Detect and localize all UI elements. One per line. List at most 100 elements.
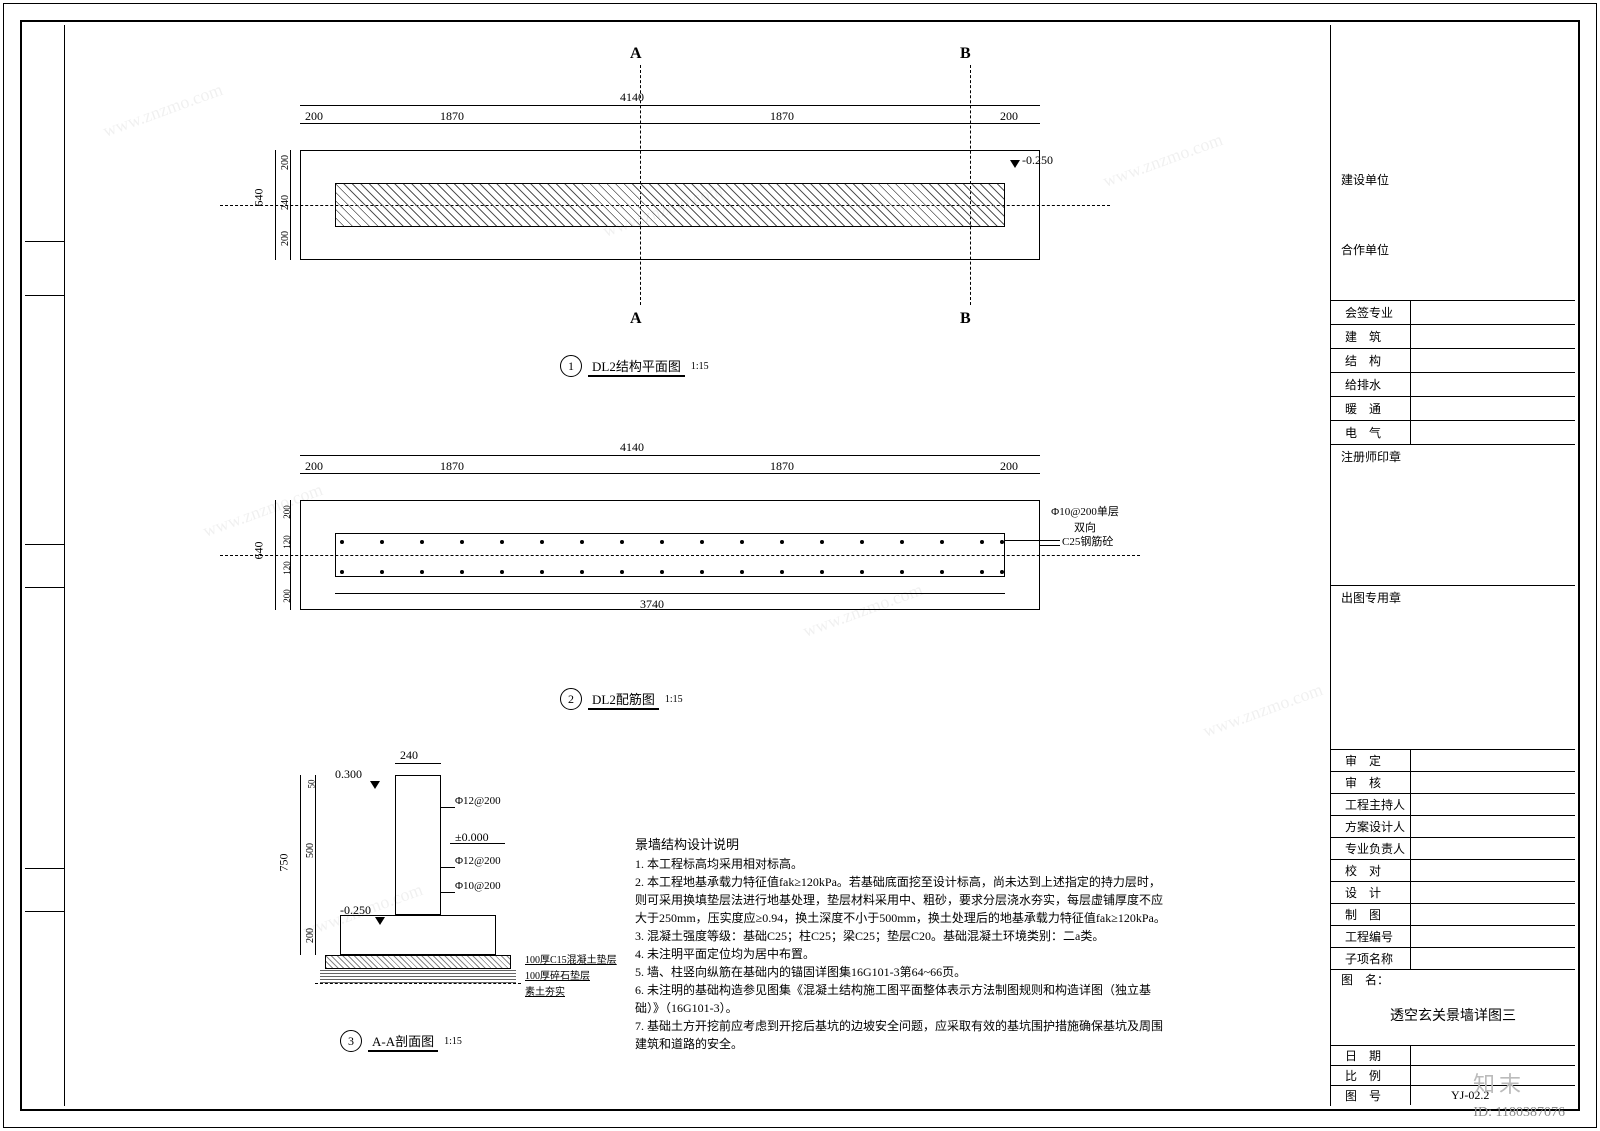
v2-v2: 120 — [282, 561, 292, 575]
v2-cl1: Φ10@200单层双向 — [1050, 503, 1120, 535]
tb-r0: 审 定 — [1341, 750, 1411, 771]
v2-d3: 200 — [1000, 459, 1018, 474]
nl9: 7. 基础土方开挖前应考虑到开挖后基坑的边坡安全问题，应采取有效的基坑围护措施确… — [635, 1017, 1295, 1035]
tb-r2: 工程主持人 — [1341, 794, 1411, 815]
id-watermark: ID: 1180387076 — [1473, 1105, 1565, 1121]
tb-r8: 工程编号 — [1341, 926, 1411, 947]
tb-r3: 方案设计人 — [1341, 816, 1411, 837]
nl5: 4. 未注明平面定位均为居中布置。 — [635, 945, 1295, 963]
view2: 4140 200 1870 1870 200 640 200 120 120 2… — [240, 425, 1120, 685]
tb-figlabel: 图 名： — [1341, 971, 1389, 988]
v3-h0: 50 — [307, 780, 317, 789]
tb-stamp: 出图专用章 — [1341, 589, 1401, 606]
v2-total: 4140 — [620, 440, 644, 455]
view3-num: 3 — [340, 1030, 362, 1052]
tb-unit1: 建设单位 — [1331, 165, 1575, 194]
v3-layer2 — [320, 969, 516, 983]
v2-v3: 200 — [282, 589, 292, 603]
v1-v0: 200 — [280, 155, 291, 170]
v3-et: 0.300 — [335, 767, 362, 782]
notes-heading: 景墙结构设计说明 — [635, 835, 1295, 855]
view1: A A B B 4140 200 1870 1870 200 640 200 2… — [240, 65, 1090, 345]
v2-vtotal: 640 — [252, 542, 267, 560]
v2-d0: 200 — [305, 459, 323, 474]
view1-num: 1 — [560, 355, 582, 377]
tb-date: 日 期 — [1341, 1046, 1411, 1065]
v2-cl2: C25钢筋砼 — [1062, 533, 1113, 549]
view3: 240 750 50 500 200 0.300 ±0.000 -0.250 Φ… — [240, 745, 660, 1045]
v1-d2: 1870 — [770, 109, 794, 124]
v1-secB-top: B — [960, 45, 971, 63]
v1-d3: 200 — [1000, 109, 1018, 124]
v3-topw: 240 — [400, 748, 418, 763]
v3-rb1: Φ12@200 — [455, 855, 501, 867]
view1-title-text: DL2结构平面图 — [588, 356, 685, 377]
design-notes: 景墙结构设计说明 1. 本工程标高均采用相对标高。 2. 本工程地基承载力特征值… — [635, 835, 1295, 1053]
v3-layer1 — [325, 955, 511, 969]
tb-disc-0: 建 筑 — [1341, 325, 1411, 348]
v1-v1: 240 — [280, 195, 291, 210]
view2-title-text: DL2配筋图 — [588, 689, 659, 710]
v3-h1: 500 — [305, 843, 316, 858]
view2-scale: 1:15 — [665, 694, 683, 705]
view3-title-text: A-A剖面图 — [368, 1031, 438, 1052]
v1-d1: 1870 — [440, 109, 464, 124]
left-binding-strip — [25, 25, 65, 1106]
tb-unit2: 合作单位 — [1331, 235, 1575, 264]
tb-r7: 制 图 — [1341, 904, 1411, 925]
v1-secB-bot: B — [960, 310, 971, 328]
view3-title: 3 A-A剖面图 1:15 — [340, 1030, 462, 1052]
v3-eb: -0.250 — [340, 903, 371, 918]
nl0: 1. 本工程标高均采用相对标高。 — [635, 855, 1295, 873]
v1-beam-hatch — [335, 183, 1005, 227]
v1-secA-top: A — [630, 45, 642, 63]
tb-scale: 比 例 — [1341, 1066, 1411, 1085]
v2-d2: 1870 — [770, 459, 794, 474]
tb-sign-header: 会签专业 — [1341, 301, 1411, 324]
nl8: 础）》（16G101-3）。 — [635, 999, 1295, 1017]
v2-v0: 200 — [282, 505, 292, 519]
nl1: 2. 本工程地基承载力特征值fak≥120kPa。若基础底面挖至设计标高，尚未达… — [635, 873, 1295, 891]
view3-scale: 1:15 — [444, 1036, 462, 1047]
nl4: 3. 混凝土强度等级：基础C25；柱C25；梁C25；垫层C20。基础混凝土环境… — [635, 927, 1295, 945]
nl3: 大于250mm，压实度应≥0.94，换土深度不小于500mm，换土处理后的地基承… — [635, 909, 1295, 927]
nl10: 建筑和道路的安全。 — [635, 1035, 1295, 1053]
tb-disc-3: 暖 通 — [1341, 397, 1411, 420]
v1-secA-bot: A — [630, 310, 642, 328]
tb-sheetno: 图 号 — [1341, 1086, 1411, 1105]
tb-r5: 校 对 — [1341, 860, 1411, 881]
v3-layer3 — [315, 983, 521, 993]
v3-htot: 750 — [277, 854, 292, 872]
tb-disc-1: 结 构 — [1341, 349, 1411, 372]
brand-watermark: 知末 — [1473, 1067, 1525, 1099]
v1-elev: -0.250 — [1022, 153, 1053, 168]
v1-d0: 200 — [305, 109, 323, 124]
nl6: 5. 墙、柱竖向纵筋在基础内的锚固详图集16G101-3第64~66页。 — [635, 963, 1295, 981]
view1-scale: 1:15 — [691, 361, 709, 372]
tb-disc-4: 电 气 — [1341, 421, 1411, 444]
drawing-area: A A B B 4140 200 1870 1870 200 640 200 2… — [70, 25, 1325, 1106]
view2-num: 2 — [560, 688, 582, 710]
tb-r6: 设 计 — [1341, 882, 1411, 903]
v3-rb2: Φ10@200 — [455, 880, 501, 892]
v3-h2: 200 — [305, 928, 316, 943]
v2-inner: 3740 — [640, 597, 664, 612]
v3-rb0: Φ12@200 — [455, 795, 501, 807]
nl7: 6. 未注明的基础构造参见图集《混凝土结构施工图平面整体表示方法制图规则和构造详… — [635, 981, 1295, 999]
nl2: 则可采用换填垫层法进行地基处理，垫层材料采用中、粗砂，要求分层浇水夯实，每层虚铺… — [635, 891, 1295, 909]
v2-d1: 1870 — [440, 459, 464, 474]
v1-v2: 200 — [280, 231, 291, 246]
tb-r1: 审 核 — [1341, 772, 1411, 793]
v1-dim-total: 4140 — [620, 90, 644, 105]
v3-l2: 素土夯实 — [525, 983, 565, 998]
v3-l1: 100厚碎石垫层 — [525, 967, 590, 982]
tb-r4: 专业负责人 — [1341, 838, 1411, 859]
tb-r9: 子项名称 — [1341, 948, 1411, 969]
tb-reg-seal: 注册师印章 — [1341, 448, 1401, 465]
v2-v1: 120 — [282, 535, 292, 549]
drawing-name: 透空玄关景墙详图三 — [1331, 1005, 1575, 1025]
v3-l0: 100厚C15混凝土垫层 — [525, 951, 617, 966]
title-block: 建设单位 合作单位 会签专业 建 筑 结 构 给排水 暖 通 电 气 注册师印章… — [1330, 25, 1575, 1106]
view2-title: 2 DL2配筋图 1:15 — [560, 688, 683, 710]
view1-title: 1 DL2结构平面图 1:15 — [560, 355, 709, 377]
